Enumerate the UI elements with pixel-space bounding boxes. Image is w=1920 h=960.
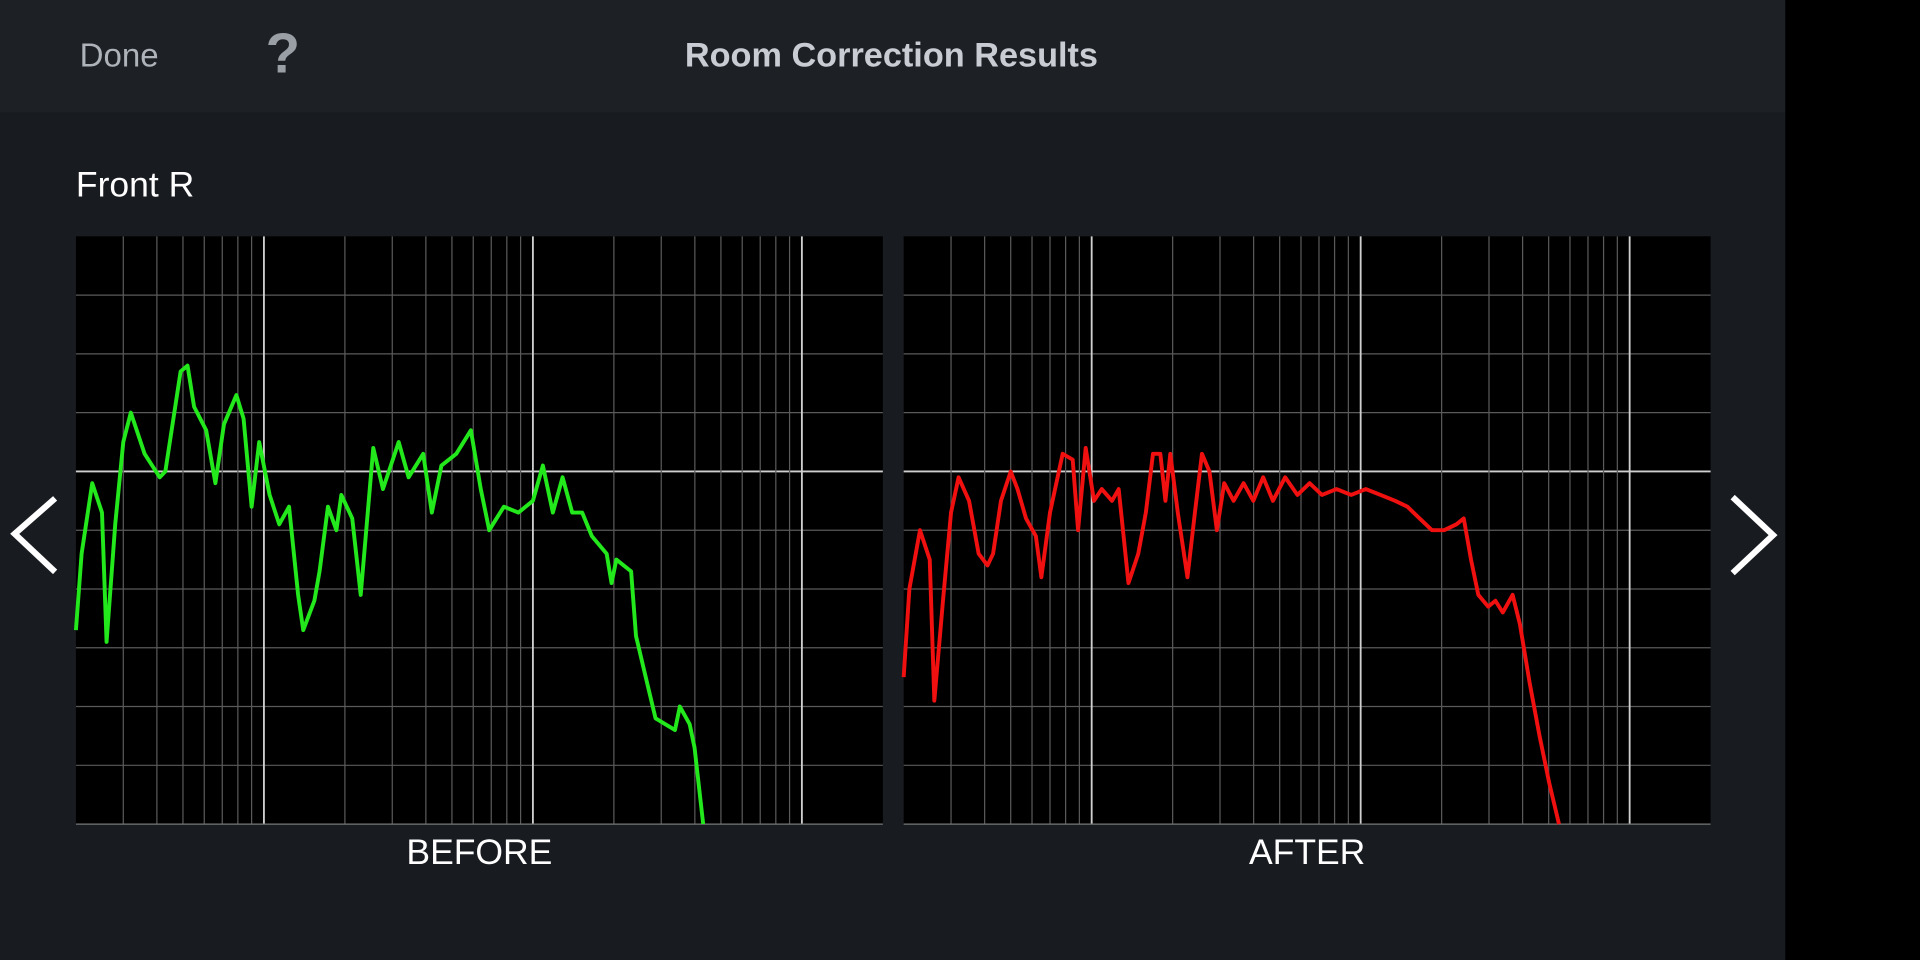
response-curve bbox=[73, 363, 706, 825]
screen-title: Room Correction Results bbox=[685, 37, 1098, 75]
response-curve bbox=[901, 445, 1561, 825]
side-strip bbox=[1785, 0, 1920, 960]
channel-label: Front R bbox=[76, 165, 194, 205]
done-button[interactable]: Done bbox=[80, 37, 159, 74]
chart-caption: AFTER bbox=[1249, 832, 1365, 872]
grid bbox=[75, 236, 883, 825]
help-button[interactable]: ? bbox=[266, 21, 300, 84]
header-bar bbox=[0, 0, 1786, 113]
grid bbox=[903, 236, 1711, 825]
chart-caption: BEFORE bbox=[406, 832, 552, 872]
charts: BEFORE AFTER bbox=[73, 236, 1711, 872]
previous-arrow[interactable] bbox=[10, 496, 58, 575]
next-arrow[interactable] bbox=[1730, 494, 1778, 576]
